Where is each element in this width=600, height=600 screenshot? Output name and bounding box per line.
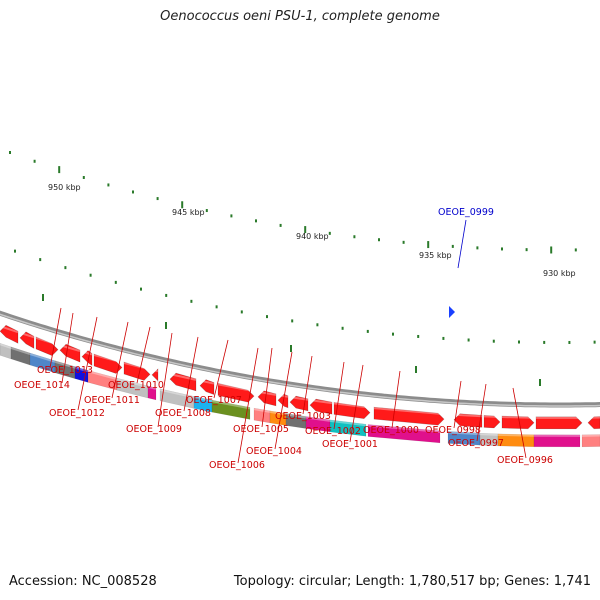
gene-label[interactable]: OEOE_1002 [305, 426, 361, 437]
reverse-gene-block[interactable] [329, 419, 367, 437]
gene-label[interactable]: OEOE_1000 [363, 425, 419, 436]
forward-gene-arrow[interactable] [289, 395, 309, 412]
gene-label[interactable]: OEOE_0996 [497, 455, 553, 466]
gene-label[interactable]: OEOE_1012 [49, 408, 105, 419]
forward-gene-arrow[interactable] [0, 324, 19, 344]
gene-label-leader-line [49, 307, 62, 369]
scale-labels: 950 kbp 945 kbp 940 kbp 935 kbp 930 kbp [48, 183, 576, 278]
reverse-gene-block[interactable] [211, 399, 251, 420]
forward-gene-arrow[interactable] [501, 415, 535, 430]
scale-label: 935 kbp [419, 251, 452, 260]
gene-label-leader-line [261, 347, 273, 428]
reverse-strand-genes [0, 306, 600, 448]
reverse-gene-block[interactable] [29, 352, 56, 374]
gene-label[interactable]: OEOE_1009 [126, 424, 182, 435]
gene-label-leader-line [274, 351, 293, 450]
gene-label[interactable]: OEOE_0997 [448, 438, 504, 449]
gene-label[interactable]: OEOE_1013 [37, 365, 93, 376]
forward-gene-arrow[interactable] [333, 402, 371, 420]
reverse-gene-block[interactable] [10, 346, 31, 366]
forward-gene-arrow[interactable] [453, 413, 483, 428]
gene-label-leader-line [61, 312, 74, 384]
genome-backbone [0, 310, 600, 408]
forward-gene-arrow[interactable] [151, 368, 159, 383]
forward-gene-arrow[interactable] [169, 372, 197, 392]
gene-label-leader-line [391, 370, 401, 429]
backbone-arc [0, 310, 600, 408]
reverse-gene-block[interactable] [269, 410, 287, 426]
gene-label[interactable]: OEOE_1001 [322, 439, 378, 450]
forward-gene-arrow[interactable] [19, 331, 35, 349]
gene-label-leader-line [213, 339, 229, 399]
gene-label-leader-line [77, 316, 98, 411]
scale-label: 945 kbp [172, 208, 205, 217]
gene-label-leader-line [457, 219, 467, 269]
gene-label[interactable]: OEOE_1008 [155, 408, 211, 419]
forward-gene-arrow[interactable] [535, 416, 583, 430]
gene-label-leader-line [333, 361, 345, 430]
genome-map-title: Oenococcus oeni PSU-1, complete genome [160, 9, 440, 24]
reverse-gene-block[interactable] [116, 377, 149, 399]
reverse-gene-block[interactable] [581, 434, 600, 448]
forward-gene-arrow[interactable] [93, 353, 123, 374]
gene-label-leader-line [237, 347, 259, 464]
forward-gene-arrow[interactable] [373, 406, 445, 426]
gene-label-leader-line [111, 321, 129, 399]
gene-label[interactable]: OEOE_1007 [186, 395, 242, 406]
gene-label-leader-line [302, 355, 313, 415]
forward-gene-arrow[interactable] [35, 336, 59, 357]
gene-label[interactable]: OEOE_1011 [84, 395, 140, 406]
reverse-gene-block[interactable] [367, 424, 441, 444]
forward-gene-arrow[interactable] [257, 390, 277, 407]
gene-label[interactable]: OEOE_1004 [246, 446, 302, 457]
gene-label-leader-line [183, 336, 199, 412]
gene-label-leader-line [453, 380, 462, 429]
reverse-gene-block[interactable] [0, 342, 12, 360]
topology-summary: Topology: circular; Length: 1,780,517 bp… [233, 574, 591, 589]
gene-label[interactable]: OEOE_1014 [14, 380, 70, 391]
gene-label[interactable]: OEOE_1006 [209, 460, 265, 471]
reverse-gene-block[interactable] [54, 360, 76, 379]
scale-label: 930 kbp [543, 269, 576, 278]
forward-gene-arrow[interactable] [199, 379, 215, 395]
gene-label[interactable]: OEOE_0998 [425, 425, 481, 436]
gene-label[interactable]: OEOE_1005 [233, 424, 289, 435]
gene-label[interactable]: OEOE_1010 [108, 380, 164, 391]
gene-label[interactable]: OEOE_1003 [275, 411, 331, 422]
reverse-gene-block[interactable] [447, 431, 481, 446]
gene-label-leader-line [512, 387, 527, 459]
gene-label-leader-line [157, 332, 173, 428]
forward-gene-arrow[interactable] [309, 398, 333, 415]
gene-label-leader-line [476, 383, 487, 442]
reverse-gene-block[interactable] [147, 385, 157, 401]
reverse-gene-block[interactable] [479, 432, 499, 447]
gene-label[interactable]: OEOE_0999 [438, 207, 494, 218]
forward-gene-arrow[interactable] [217, 382, 255, 403]
forward-gene-arrow[interactable] [483, 415, 501, 429]
oeoe-0999-gene-marker[interactable] [449, 306, 455, 318]
forward-strand-genes [0, 324, 600, 430]
gene-label-leader-line [136, 326, 151, 384]
scale-label: 950 kbp [48, 183, 81, 192]
scale-ticks [9, 150, 596, 386]
forward-gene-arrow[interactable] [587, 416, 600, 430]
gene-labels: OEOE_0999 OEOE_1013 OEOE_1014 OEOE_1012 OEOE… [14, 207, 553, 471]
scale-label: 940 kbp [296, 232, 329, 241]
reverse-gene-block[interactable] [533, 434, 581, 448]
gene-label-leader-line [349, 364, 364, 443]
accession-label: Accession: NC_008528 [9, 574, 157, 589]
